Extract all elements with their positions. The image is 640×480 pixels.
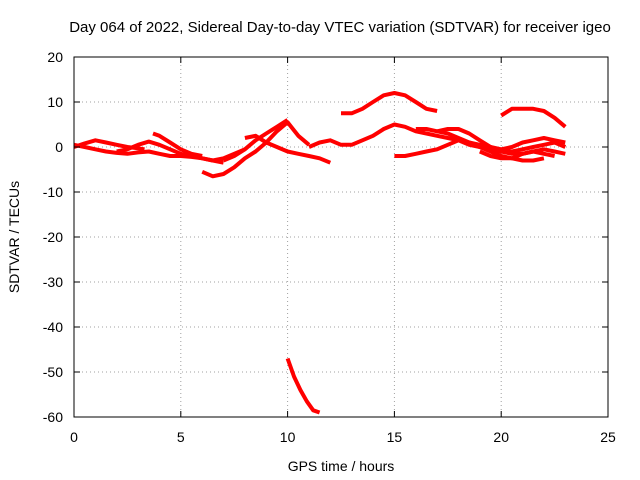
series-arc-e [201, 120, 311, 179]
y-tick-label: 20 [47, 49, 63, 65]
y-tick-label: -20 [43, 229, 63, 245]
series-arc-b [73, 138, 145, 152]
x-tick-label: 15 [387, 429, 403, 445]
axis-ticks [73, 56, 609, 418]
y-tick-label: -50 [43, 364, 63, 380]
y-axis-label: SDTVAR / TECUs [6, 181, 22, 293]
x-tick-label: 5 [177, 429, 185, 445]
x-tick-label: 25 [600, 429, 616, 445]
x-tick-label: 0 [70, 429, 78, 445]
x-tick-label: 10 [280, 429, 296, 445]
y-tick-label: -30 [43, 274, 63, 290]
series-arc-d [152, 131, 203, 158]
x-tick-label: 20 [493, 429, 509, 445]
grid [74, 57, 608, 417]
x-tick-labels: 0 5 10 15 20 25 [70, 429, 616, 445]
series-arc-i [341, 91, 438, 116]
series-arc-f [222, 118, 289, 163]
series-arc-g [244, 133, 332, 165]
y-tick-label: 10 [47, 94, 63, 110]
y-tick-label: 0 [55, 139, 63, 155]
y-tick-labels: -60 -50 -40 -30 -20 -10 0 10 20 [43, 49, 63, 425]
y-tick-label: -40 [43, 319, 63, 335]
chart-title: Day 064 of 2022, Sidereal Day-to-day VTE… [69, 19, 611, 36]
x-axis-label: GPS time / hours [288, 458, 395, 474]
series-arc-m [436, 127, 566, 156]
series-group [73, 91, 567, 415]
series-arc-h [285, 357, 321, 415]
series-arc-c [116, 139, 246, 163]
y-tick-label: -10 [43, 184, 63, 200]
series-arc-n [500, 106, 567, 129]
y-tick-label: -60 [43, 409, 63, 425]
series-arc-o [479, 149, 556, 161]
series-arc-j [308, 122, 567, 154]
